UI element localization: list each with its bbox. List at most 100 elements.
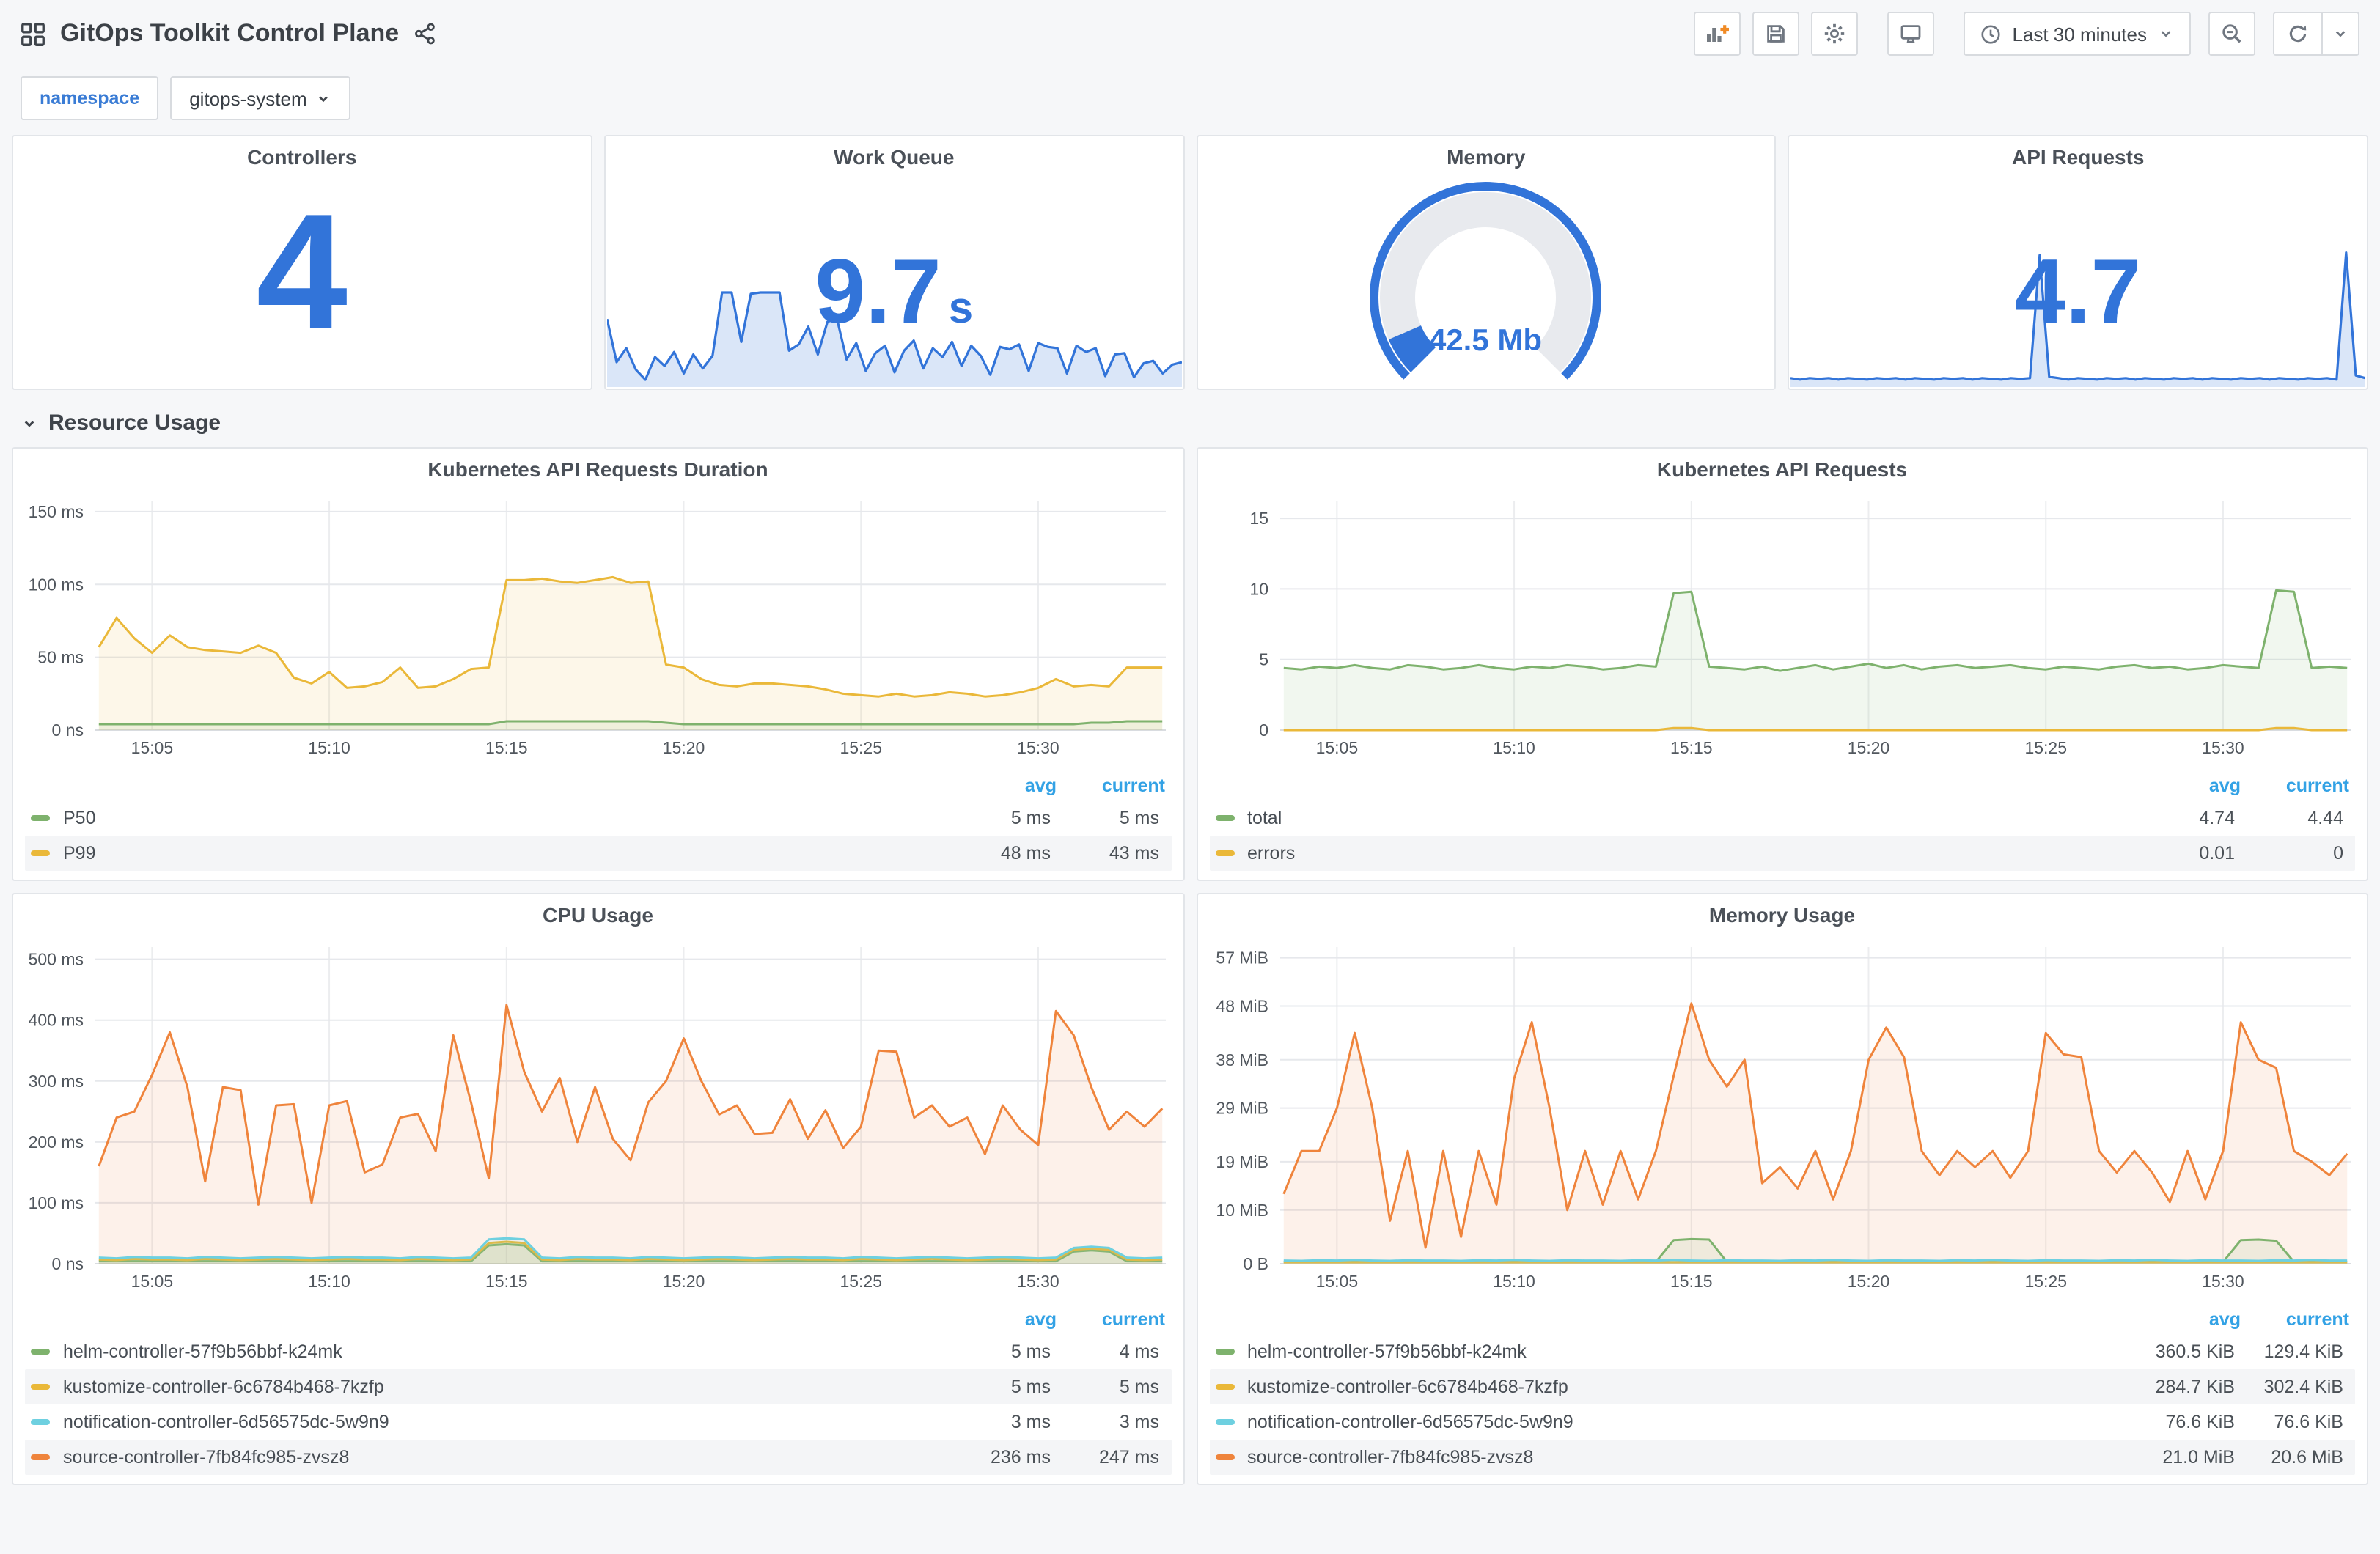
legend-header-current[interactable]: current — [2285, 1309, 2349, 1330]
legend-series-name[interactable]: P99 — [63, 843, 96, 863]
svg-text:10: 10 — [1249, 579, 1268, 598]
svg-text:0 ns: 0 ns — [52, 721, 84, 740]
time-series-plot[interactable]: 15:05 15:10 15:15 15:20 15:25 15:30 0 B 10 MiB 1… — [1203, 935, 2361, 1299]
svg-text:19 MiB: 19 MiB — [1215, 1152, 1268, 1171]
time-range-picker[interactable]: Last 30 minutes — [1964, 12, 2191, 56]
share-icon[interactable] — [414, 22, 437, 45]
panel-title[interactable]: API Requests — [2012, 145, 2145, 169]
legend-series-name[interactable]: helm-controller-57f9b56bbf-k24mk — [1247, 1341, 1527, 1362]
svg-text:200 ms: 200 ms — [29, 1133, 84, 1152]
series-color-dash — [1215, 1454, 1234, 1460]
panel-title[interactable]: Controllers — [247, 145, 357, 169]
legend-header-current[interactable]: current — [2285, 776, 2349, 796]
series-color-dash — [31, 1419, 50, 1425]
legend: avg current helm-controller-57f9b56bbf-k24… — [25, 1305, 1171, 1475]
legend-series-name[interactable]: notification-controller-6d56575dc-5w9n9 — [63, 1412, 389, 1432]
legend-series-name[interactable]: total — [1247, 808, 1282, 828]
panel-title[interactable]: Memory — [1447, 145, 1526, 169]
legend-avg-value: 4.74 — [2199, 808, 2235, 828]
dashboard-settings-button[interactable] — [1811, 12, 1859, 56]
panel-title[interactable]: Work Queue — [834, 145, 955, 169]
refresh-icon — [2289, 25, 2307, 43]
resource-usage-section-toggle[interactable]: Resource Usage — [21, 410, 2359, 435]
svg-text:15:25: 15:25 — [2024, 738, 2066, 757]
legend-series-name[interactable]: kustomize-controller-6c6784b468-7kzfp — [63, 1377, 384, 1397]
legend-current-value: 5 ms — [1119, 1377, 1159, 1397]
legend-current-value: 43 ms — [1109, 843, 1159, 863]
legend: avg current total 4.74 4.44 errors 0.01 0 — [1209, 771, 2355, 871]
legend-row: kustomize-controller-6c6784b468-7kzfp 284… — [1209, 1369, 2355, 1404]
legend-header-avg[interactable]: avg — [1024, 776, 1057, 796]
svg-text:15:05: 15:05 — [131, 738, 174, 757]
time-range-label: Last 30 minutes — [2012, 23, 2147, 45]
panel-memory-usage: Memory Usage 15:05 15:10 15:15 15:20 15:25 15… — [1196, 893, 2368, 1485]
svg-text:5: 5 — [1258, 650, 1268, 669]
api-requests-sparkline — [1790, 246, 2366, 387]
legend-current-value: 5 ms — [1119, 808, 1159, 828]
svg-text:15:25: 15:25 — [840, 738, 882, 757]
time-series-plot[interactable]: 15:05 15:10 15:15 15:20 15:25 15:30 0 ns 100 ms… — [19, 935, 1177, 1299]
time-series-plot[interactable]: 15:05 15:10 15:15 15:20 15:25 15:30 0 5 10 15 — [1203, 490, 2361, 765]
legend-header-avg[interactable]: avg — [1024, 1309, 1057, 1330]
svg-text:48 MiB: 48 MiB — [1215, 997, 1268, 1016]
legend-series-name[interactable]: errors — [1247, 843, 1296, 863]
chevron-down-icon — [24, 420, 34, 427]
svg-text:15:15: 15:15 — [1670, 1272, 1712, 1291]
legend-series-name[interactable]: helm-controller-57f9b56bbf-k24mk — [63, 1341, 342, 1362]
series-color-dash — [31, 1384, 50, 1390]
series-color-dash — [1215, 850, 1234, 856]
work-queue-unit: s — [948, 284, 974, 333]
legend-series-name[interactable]: notification-controller-6d56575dc-5w9n9 — [1247, 1412, 1573, 1432]
cycle-view-mode-button[interactable] — [1887, 12, 1935, 56]
legend-avg-value: 3 ms — [1010, 1412, 1051, 1432]
svg-text:15:25: 15:25 — [2024, 1272, 2066, 1291]
series-color-dash — [31, 850, 50, 856]
legend-row: P50 5 ms 5 ms — [25, 800, 1171, 836]
legend-header-avg[interactable]: avg — [2208, 776, 2241, 796]
legend-series-name[interactable]: source-controller-7fb84fc985-zvsz8 — [63, 1447, 350, 1468]
namespace-variable-dropdown[interactable]: gitops-system — [170, 76, 351, 120]
legend-avg-value: 0.01 — [2199, 843, 2235, 863]
gear-icon — [1825, 23, 1845, 44]
zoom-out-icon — [2222, 24, 2241, 43]
legend-series-name[interactable]: source-controller-7fb84fc985-zvsz8 — [1247, 1447, 1534, 1468]
legend-header-current[interactable]: current — [1101, 1309, 1165, 1330]
legend-avg-value: 5 ms — [1010, 1341, 1051, 1362]
apps-grid-icon[interactable] — [21, 21, 45, 46]
svg-text:0 ns: 0 ns — [52, 1254, 84, 1273]
chevron-down-icon — [319, 95, 328, 102]
legend-current-value: 20.6 MiB — [2271, 1447, 2343, 1468]
panel-title[interactable]: Kubernetes API Requests — [1656, 457, 1908, 481]
zoom-out-button[interactable] — [2208, 12, 2255, 56]
refresh-button[interactable] — [2274, 13, 2321, 54]
time-series-plot[interactable]: 15:05 15:10 15:15 15:20 15:25 15:30 0 ns 50 ms 1… — [19, 490, 1177, 765]
svg-text:15:05: 15:05 — [1315, 738, 1358, 757]
panel-title[interactable]: CPU Usage — [543, 903, 653, 927]
svg-text:15:20: 15:20 — [1847, 1272, 1889, 1291]
legend-header-current[interactable]: current — [1101, 776, 1165, 796]
refresh-interval-dropdown[interactable] — [2321, 13, 2358, 54]
legend-header-avg[interactable]: avg — [2208, 1309, 2241, 1330]
legend-avg-value: 360.5 KiB — [2155, 1341, 2235, 1362]
save-dashboard-button[interactable] — [1752, 12, 1800, 56]
legend-row: total 4.74 4.44 — [1209, 800, 2355, 836]
legend-current-value: 0 — [2333, 843, 2343, 863]
legend-avg-value: 5 ms — [1010, 808, 1051, 828]
section-title: Resource Usage — [48, 410, 221, 435]
svg-text:0 B: 0 B — [1242, 1254, 1268, 1273]
clock-icon — [1981, 24, 2000, 43]
memory-gauge: 42.5 Mb — [1197, 174, 1775, 383]
add-panel-button[interactable] — [1694, 12, 1741, 56]
panel-title[interactable]: Kubernetes API Requests Duration — [427, 457, 768, 481]
stat-panels-row: Controllers 4 Work Queue 9.7 s Memory 42.… — [12, 135, 2368, 390]
svg-text:15:20: 15:20 — [1847, 738, 1889, 757]
dashboard-title: GitOps Toolkit Control Plane — [60, 19, 400, 47]
legend-avg-value: 236 ms — [991, 1447, 1051, 1468]
legend-avg-value: 21.0 MiB — [2162, 1447, 2235, 1468]
legend-series-name[interactable]: P50 — [63, 808, 96, 828]
legend-series-name[interactable]: kustomize-controller-6c6784b468-7kzfp — [1247, 1377, 1568, 1397]
panel-title[interactable]: Memory Usage — [1708, 903, 1856, 927]
legend-row: helm-controller-57f9b56bbf-k24mk 5 ms 4 ms — [25, 1334, 1171, 1369]
svg-text:38 MiB: 38 MiB — [1215, 1050, 1268, 1069]
